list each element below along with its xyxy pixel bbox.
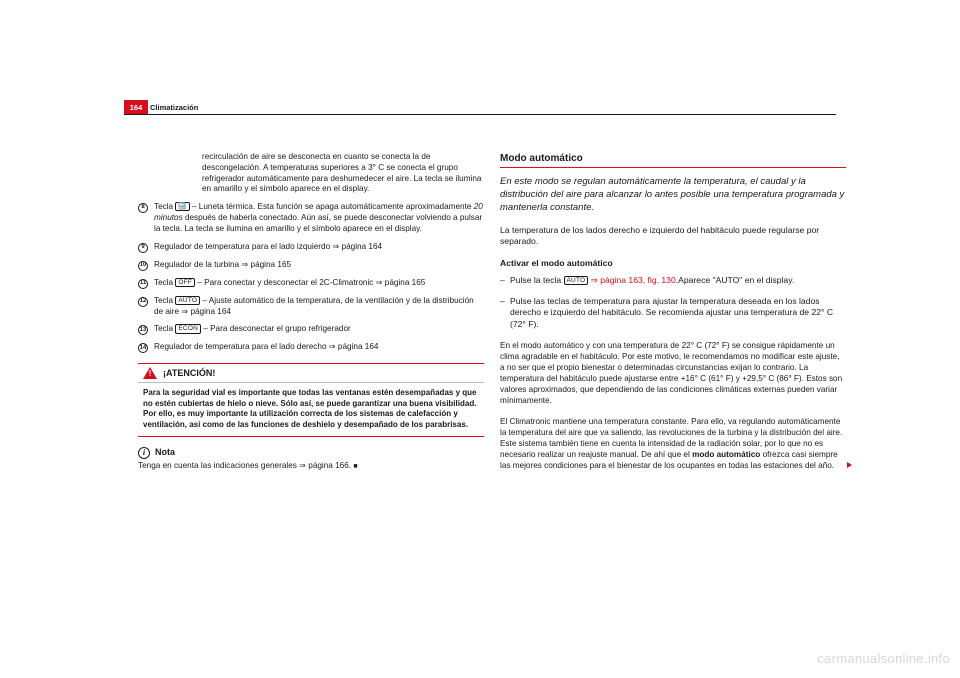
continuation-paragraph: recirculación de aire se desconecta en c… xyxy=(138,152,484,195)
warning-title: ¡ATENCIÓN! xyxy=(163,368,215,380)
item-13-post: – Para desconectar el grupo refrigerador xyxy=(201,324,351,333)
list-number-9: 9 xyxy=(138,243,148,253)
p3-bold: modo automático xyxy=(692,450,760,459)
right-paragraph-1: La temperatura de los lados derecho e iz… xyxy=(500,225,846,248)
econ-key: ECON xyxy=(175,324,201,333)
list-item-13: 13 Tecla ECON – Para desconectar el grup… xyxy=(138,324,484,335)
item-11-post: – Para conectar y desconectar el 2C-Clim… xyxy=(195,278,425,287)
list-item-10: 10 Regulador de la turbina ⇒ página 165 xyxy=(138,260,484,271)
section-title: Climatización xyxy=(150,100,198,114)
note-block: i Nota Tenga en cuenta las indicaciones … xyxy=(138,447,484,472)
note-body: Tenga en cuenta las indicaciones general… xyxy=(138,461,351,470)
item-12-post: – Ajuste automático de la temperatura, d… xyxy=(154,296,474,316)
item-8-pre: Tecla xyxy=(154,202,175,211)
item-14-text: Regulador de temperatura para el lado de… xyxy=(154,342,484,353)
step-1-post: .Aparece "AUTO" en el display. xyxy=(676,275,795,285)
dash-icon: – xyxy=(500,275,510,287)
right-column: Modo automático En este modo se regulan … xyxy=(500,152,846,481)
right-paragraph-2: En el modo automático y con una temperat… xyxy=(500,340,846,406)
info-icon: i xyxy=(138,447,150,459)
step-2: – Pulse las teclas de temperatura para a… xyxy=(500,296,846,331)
step-1: – Pulse la tecla AUTO ⇒ página 163, fig.… xyxy=(500,275,846,287)
item-10-text: Regulador de la turbina ⇒ página 165 xyxy=(154,260,484,271)
warning-body: Para la seguridad vial es importante que… xyxy=(138,383,484,437)
left-column: recirculación de aire se desconecta en c… xyxy=(138,152,484,479)
list-number-11: 11 xyxy=(138,279,148,289)
list-number-8: 8 xyxy=(138,203,148,213)
watermark: carmanualsonline.info xyxy=(817,651,950,666)
continue-arrow-icon xyxy=(847,462,852,468)
list-item-14: 14 Regulador de temperatura para el lado… xyxy=(138,342,484,353)
step-1-ref: ⇒ página 163, fig. 130 xyxy=(588,275,675,285)
sub-heading: Activar el modo automático xyxy=(500,258,846,269)
item-8-post: – Luneta térmica. Esta función se apaga … xyxy=(190,202,474,211)
auto-key-step: AUTO xyxy=(564,276,589,285)
auto-key: AUTO xyxy=(175,296,200,305)
right-paragraph-3: El Climatronic mantiene una temperatura … xyxy=(500,416,846,471)
dash-icon: – xyxy=(500,296,510,331)
list-item-12: 12 Tecla AUTO – Ajuste automático de la … xyxy=(138,296,484,318)
list-number-14: 14 xyxy=(138,343,148,353)
header-rule xyxy=(124,114,836,115)
off-key: OFF xyxy=(175,278,195,287)
item-8-post2: después de haberla conectado. Aún así, s… xyxy=(154,213,482,233)
section-heading: Modo automático xyxy=(500,152,846,168)
list-item-11: 11 Tecla OFF – Para conectar y desconect… xyxy=(138,278,484,289)
item-11-pre: Tecla xyxy=(154,278,175,287)
step-1-pre: Pulse la tecla xyxy=(510,275,564,285)
rear-window-key: 🔙 xyxy=(175,202,189,211)
list-item-9: 9 Regulador de temperatura para el lado … xyxy=(138,242,484,253)
item-9-text: Regulador de temperatura para el lado iz… xyxy=(154,242,484,253)
list-number-13: 13 xyxy=(138,325,148,335)
item-12-pre: Tecla xyxy=(154,296,175,305)
item-13-pre: Tecla xyxy=(154,324,175,333)
list-number-12: 12 xyxy=(138,297,148,307)
end-marker-icon: ■ xyxy=(353,463,357,470)
note-title: Nota xyxy=(155,447,175,459)
list-item-8: 8 Tecla 🔙 – Luneta térmica. Esta función… xyxy=(138,202,484,234)
warning-triangle-icon: ! xyxy=(143,367,157,379)
step-2-text: Pulse las teclas de temperatura para aju… xyxy=(510,296,846,331)
warning-box: ! ¡ATENCIÓN! Para la seguridad vial es i… xyxy=(138,363,484,437)
list-number-10: 10 xyxy=(138,261,148,271)
section-intro: En este modo se regulan automáticamente … xyxy=(500,176,846,214)
page-number-tab: 164 xyxy=(124,100,148,114)
